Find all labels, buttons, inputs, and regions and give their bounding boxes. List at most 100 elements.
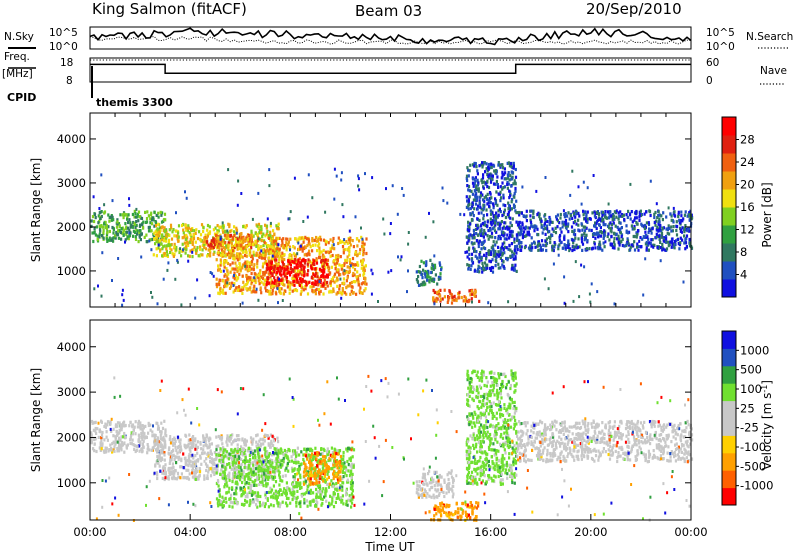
data-cell — [91, 215, 95, 219]
data-cell — [625, 242, 628, 246]
data-cell — [582, 213, 585, 217]
data-cell — [99, 225, 102, 229]
data-cell — [474, 290, 477, 294]
data-cell — [151, 295, 154, 299]
data-cell — [167, 243, 170, 247]
data-cell — [272, 246, 275, 250]
data-cell — [469, 163, 472, 167]
data-cell — [297, 280, 300, 284]
data-cell — [101, 430, 104, 435]
data-cell — [172, 254, 175, 258]
y-tick-label: 2000 — [57, 220, 86, 234]
colorbar-tick-label: 12 — [740, 223, 755, 237]
data-cell — [248, 261, 251, 265]
data-cell — [576, 245, 579, 249]
data-cell — [529, 214, 532, 218]
data-cell — [342, 215, 345, 219]
data-cell — [258, 231, 261, 235]
data-cell — [283, 283, 286, 287]
data-cell — [277, 243, 280, 247]
data-cell — [679, 241, 682, 245]
data-cell — [137, 210, 141, 214]
data-cell — [265, 283, 268, 287]
data-cell — [476, 217, 479, 221]
data-cell — [324, 494, 327, 498]
data-cell — [207, 439, 211, 443]
data-cell — [448, 290, 451, 294]
data-cell — [467, 267, 470, 271]
data-cell — [286, 271, 289, 275]
data-cell — [252, 452, 255, 456]
data-cell — [161, 254, 164, 258]
data-cell — [157, 234, 160, 238]
data-cell — [467, 220, 470, 224]
data-cell — [108, 219, 111, 223]
data-cell — [257, 244, 260, 248]
data-cell — [219, 269, 223, 273]
data-cell — [289, 237, 292, 241]
data-cell — [283, 244, 287, 248]
data-cell — [324, 210, 327, 214]
data-cell — [583, 217, 586, 221]
data-cell — [331, 253, 334, 258]
data-cell — [278, 247, 281, 251]
data-cell — [224, 291, 227, 295]
data-cell — [672, 225, 675, 229]
data-cell — [592, 232, 595, 236]
data-cell — [302, 288, 305, 292]
data-cell — [658, 217, 661, 221]
power-ylabel: Slant Range [km] — [29, 158, 43, 262]
data-cell — [473, 232, 476, 236]
data-cell — [319, 238, 322, 242]
data-cell — [494, 216, 498, 221]
data-cell — [551, 244, 554, 248]
data-cell — [604, 223, 607, 227]
data-cell — [683, 241, 686, 245]
data-cell — [238, 261, 241, 265]
data-cell — [396, 212, 399, 216]
data-cell — [491, 219, 494, 223]
data-cell — [352, 280, 355, 284]
data-cell — [112, 434, 115, 438]
data-cell — [173, 253, 176, 257]
data-cell — [167, 447, 171, 451]
data-cell — [209, 271, 212, 274]
data-cell — [206, 223, 210, 228]
data-cell — [481, 242, 484, 246]
data-cell — [235, 243, 238, 247]
data-cell — [160, 431, 163, 435]
data-cell — [206, 452, 209, 456]
data-cell — [237, 240, 240, 244]
data-cell — [633, 248, 637, 252]
data-cell — [252, 286, 255, 290]
data-cell — [92, 195, 95, 199]
data-cell — [152, 445, 155, 450]
data-cell — [580, 236, 583, 240]
data-cell — [99, 430, 102, 434]
data-cell — [282, 246, 285, 250]
data-cell — [430, 270, 433, 275]
data-cell — [205, 444, 208, 448]
data-cell — [223, 274, 226, 278]
data-cell — [233, 253, 236, 257]
data-cell — [284, 468, 287, 472]
data-cell — [351, 239, 354, 243]
data-cell — [511, 230, 514, 234]
data-cell — [613, 236, 616, 241]
data-cell — [351, 472, 354, 476]
data-cell — [482, 180, 485, 184]
data-cell — [485, 252, 488, 256]
data-cell — [327, 265, 330, 269]
data-cell — [235, 231, 238, 235]
data-cell — [157, 246, 160, 250]
data-cell — [270, 292, 273, 296]
data-cell — [345, 240, 348, 244]
data-cell — [155, 247, 158, 251]
data-cell — [252, 289, 255, 293]
data-cell — [297, 247, 300, 252]
data-cell — [144, 220, 147, 224]
data-cell — [171, 252, 174, 256]
data-cell — [138, 231, 141, 235]
data-cell — [193, 229, 196, 233]
data-cell — [344, 471, 347, 475]
